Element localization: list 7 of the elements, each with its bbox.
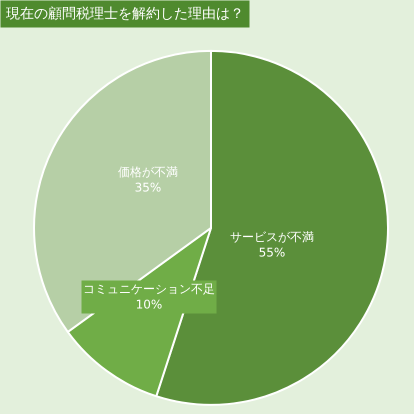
data-label: 35%: [134, 180, 162, 195]
data-label: 10%: [136, 298, 162, 312]
slice-label: 価格が不満: [118, 165, 178, 179]
slice-label: コミュニケーション不足: [83, 282, 215, 296]
data-label: 55%: [258, 246, 286, 260]
slice-label: サービスが不満: [230, 230, 314, 244]
chart-title: 現在の顧問税理士を解約した理由は？: [6, 6, 244, 22]
